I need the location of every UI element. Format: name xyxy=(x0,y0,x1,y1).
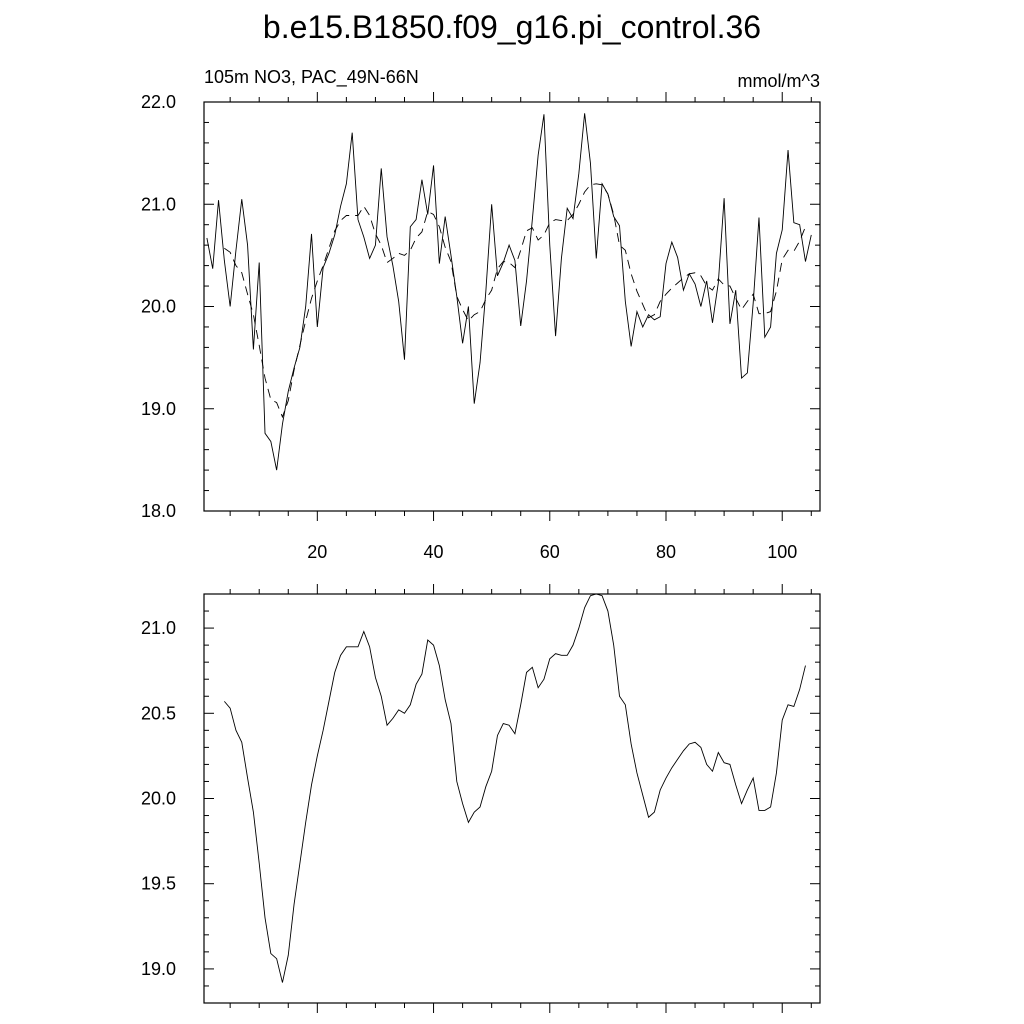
top-ytick-label: 19.0 xyxy=(141,399,176,419)
bottom-plot-frame xyxy=(203,593,821,1004)
units-label: mmol/m^3 xyxy=(738,71,820,91)
top-ytick-label: 21.0 xyxy=(141,194,176,214)
top-panel: 18.0 19.0 20.0 21.0 22.0 20 40 60 80 100 xyxy=(141,92,821,562)
bottom-ytick-label: 21.0 xyxy=(141,618,176,638)
bottom-ytick-label: 19.0 xyxy=(141,959,176,979)
top-ytick-label: 18.0 xyxy=(141,501,176,521)
bottom-ytick-label: 19.5 xyxy=(141,874,176,894)
top-xtick-label: 80 xyxy=(656,542,676,562)
top-xtick-label: 40 xyxy=(424,542,444,562)
top-xtick-label: 60 xyxy=(540,542,560,562)
top-ytick-label: 22.0 xyxy=(141,92,176,112)
bottom-ytick-label: 20.0 xyxy=(141,789,176,809)
bottom-panel: 19.0 19.5 20.0 20.5 21.0 xyxy=(141,584,821,1013)
top-xtick-label: 100 xyxy=(767,542,797,562)
bottom-series-solid xyxy=(223,593,806,983)
top-series-dashed xyxy=(224,183,806,419)
bottom-ytick-label: 20.5 xyxy=(141,703,176,723)
top-xtick-label: 20 xyxy=(307,542,327,562)
top-plot-frame xyxy=(203,101,821,512)
chart-title: b.e15.B1850.f09_g16.pi_control.36 xyxy=(263,9,761,45)
top-ytick-label: 20.0 xyxy=(141,297,176,317)
left-string: 105m NO3, PAC_49N-66N xyxy=(204,67,419,88)
top-series-solid xyxy=(206,113,812,471)
